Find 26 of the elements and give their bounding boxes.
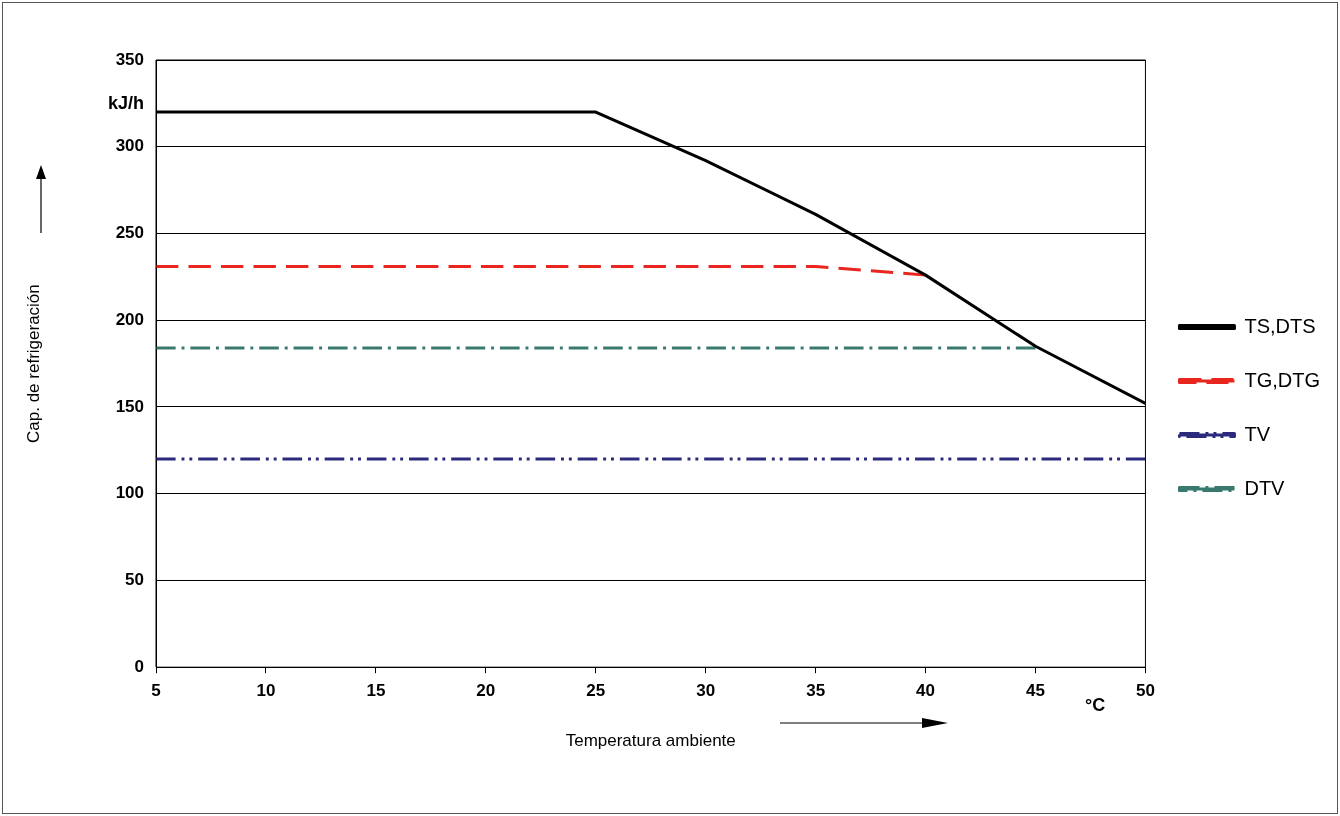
legend-label: TG,DTG bbox=[1244, 368, 1320, 391]
legend-label: TS,DTS bbox=[1244, 314, 1316, 337]
y-tick-label: 300 bbox=[115, 136, 144, 156]
y-tick-label: 100 bbox=[115, 483, 144, 503]
text: °C bbox=[1084, 695, 1106, 717]
x-tick-label: 50 bbox=[1135, 681, 1155, 701]
y-tick-label: 50 bbox=[125, 570, 144, 590]
x-tick-label: 20 bbox=[476, 681, 496, 701]
x-tick-label: 30 bbox=[696, 681, 716, 701]
x-tick-label: 45 bbox=[1026, 681, 1045, 701]
x-tick-label: 40 bbox=[916, 681, 936, 701]
y-tick-label: 250 bbox=[115, 223, 144, 243]
y-tick-label: 0 bbox=[134, 656, 144, 676]
x-axis-title: Temperatura ambiente bbox=[565, 731, 736, 751]
x-tick-label: 25 bbox=[586, 681, 606, 701]
y-axis-title: Cap. de refrigeración bbox=[23, 284, 43, 443]
x-tick-label: 10 bbox=[256, 681, 276, 701]
x-tick-label: 15 bbox=[366, 681, 386, 701]
legend-label: TV bbox=[1244, 422, 1271, 445]
x-tick-label: 35 bbox=[806, 681, 826, 701]
legend-label: DTV bbox=[1244, 476, 1286, 499]
text: kJ/h bbox=[107, 92, 144, 114]
y-tick-label: 350 bbox=[115, 49, 144, 69]
x-tick-label: 5 bbox=[151, 681, 161, 701]
y-tick-label: 200 bbox=[115, 309, 144, 329]
y-tick-label: 150 bbox=[115, 396, 144, 416]
